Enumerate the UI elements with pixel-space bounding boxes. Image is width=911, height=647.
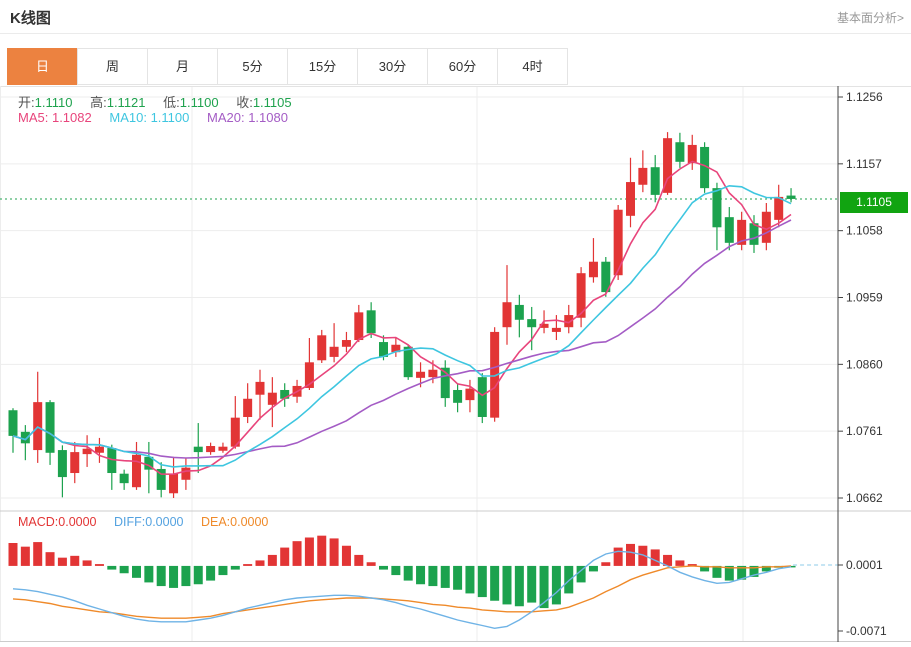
- close-value: 1.1105: [252, 95, 292, 110]
- high-value: 1.1121: [106, 95, 146, 110]
- ma20-value: 1.1080: [248, 110, 288, 125]
- svg-text:1.1157: 1.1157: [846, 157, 882, 171]
- diff-value: 0.0000: [145, 515, 184, 529]
- svg-text:0.0001: 0.0001: [846, 558, 883, 572]
- current-price-value: 1.1105: [856, 194, 892, 209]
- period-tab-6[interactable]: 60分: [427, 48, 498, 85]
- svg-text:1.1256: 1.1256: [846, 90, 883, 104]
- candlestick-macd-chart[interactable]: 1.1256 1.1157 1.1058 1.0959 1.0860 1.0761 1.06…: [0, 86, 911, 643]
- ma5-value: 1.1082: [51, 110, 92, 125]
- ma-info-bar: MA5: 1.1082 MA10: 1.1100 MA20: 1.1080: [18, 110, 302, 125]
- svg-text:1.0662: 1.0662: [846, 491, 883, 505]
- svg-text:-0.0071: -0.0071: [846, 624, 887, 638]
- period-tab-3[interactable]: 5分: [217, 48, 288, 85]
- ma20-label: MA20:: [206, 110, 245, 125]
- dea-label: DEA:: [200, 515, 231, 529]
- period-tab-0[interactable]: 日: [7, 48, 78, 85]
- page-title: K线图: [10, 10, 51, 27]
- macd-label: MACD:: [18, 515, 59, 529]
- chart-area[interactable]: 1.1256 1.1157 1.1058 1.0959 1.0860 1.0761 1.06…: [0, 86, 911, 643]
- macd-info-bar: MACD:0.0000 DIFF:0.0000 DEA:0.0000: [18, 515, 282, 529]
- ma5-label: MA5:: [18, 110, 49, 125]
- high-label: 高:: [90, 95, 107, 110]
- ohlc-info-bar: 开:1.1110 高:1.1121 低:1.1100 收:1.1105: [18, 92, 306, 111]
- period-tab-2[interactable]: 月: [147, 48, 218, 85]
- svg-text:1.1058: 1.1058: [846, 224, 883, 238]
- low-value: 1.1100: [179, 95, 219, 110]
- low-label: 低:: [163, 95, 180, 110]
- page-header: K线图 基本面分析>: [0, 0, 911, 34]
- svg-text:1.0761: 1.0761: [846, 424, 883, 438]
- ma10-value: 1.1100: [150, 110, 190, 125]
- period-tabs: 日周月 5分 15分 30分 60分 4时: [7, 48, 568, 85]
- svg-text:1.0959: 1.0959: [846, 291, 883, 305]
- close-label: 收:: [236, 95, 253, 110]
- period-tab-4[interactable]: 15分: [287, 48, 358, 85]
- period-tab-1[interactable]: 周: [77, 48, 148, 85]
- open-value: 1.1110: [34, 95, 73, 110]
- ma10-label: MA10:: [109, 110, 147, 125]
- current-price-marker: 1.1105: [840, 191, 908, 213]
- period-tab-7[interactable]: 4时: [497, 48, 568, 85]
- fundamental-analysis-link[interactable]: 基本面分析>: [836, 11, 904, 25]
- diff-label: DIFF:: [114, 515, 146, 529]
- svg-text:1.0860: 1.0860: [846, 357, 883, 371]
- macd-value: 0.0000: [58, 515, 97, 529]
- period-tab-5[interactable]: 30分: [357, 48, 428, 85]
- open-label: 开:: [18, 95, 35, 110]
- dea-value: 0.0000: [230, 515, 269, 529]
